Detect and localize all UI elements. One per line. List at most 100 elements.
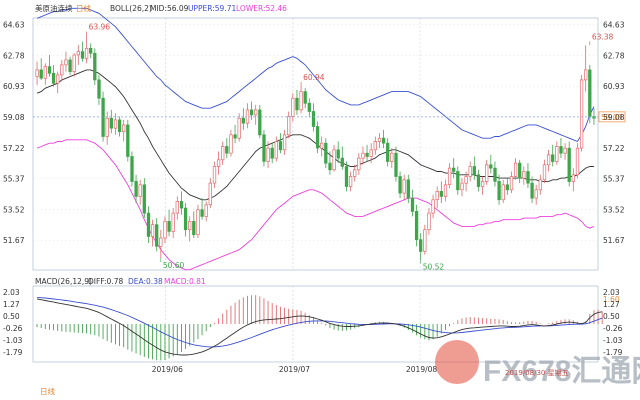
candle-body — [485, 164, 489, 182]
watermark: FX678汇通网 2019/08/30 星期五 — [435, 340, 640, 388]
candle-body — [270, 147, 274, 159]
candle-body — [266, 147, 270, 162]
candle-body — [89, 47, 93, 54]
macd-panel: 1.60 — [36, 295, 620, 361]
candle-body — [431, 199, 435, 214]
boll-mid-line — [36, 69, 594, 201]
candle-body — [311, 111, 316, 127]
candle-body — [307, 102, 311, 112]
candle-body — [188, 221, 192, 231]
candle-body — [443, 184, 448, 197]
macd-dea-label: DEA:0.38 — [128, 277, 163, 286]
candle-body — [134, 181, 138, 197]
boll-upper-label: UPPER:59.71 — [188, 4, 236, 13]
candle-body — [175, 201, 179, 214]
macd-tick-left: 1.27 — [3, 300, 20, 309]
candle-body — [427, 212, 431, 231]
macd-tick-right: -0.26 — [603, 324, 623, 333]
candle-body — [497, 181, 501, 201]
macd-tick-right: 0.50 — [603, 312, 620, 321]
candle-body — [64, 59, 68, 66]
macd-label: MACD(26,12,9) — [35, 277, 92, 286]
boll-upper-line — [36, 7, 595, 143]
candle-body — [278, 141, 283, 151]
price-tick-right: 53.52 — [603, 205, 625, 214]
candle-body — [93, 52, 97, 81]
candle-body — [423, 229, 427, 252]
period-label[interactable]: 日线 — [76, 3, 91, 13]
price-tick-left: 51.67 — [3, 236, 25, 245]
price-tick-right: 59.08 — [603, 113, 625, 122]
fx678-logo-icon — [435, 340, 479, 384]
candle-body — [47, 66, 52, 74]
candle-body — [237, 117, 241, 139]
candle-body — [254, 109, 258, 116]
macd-tick-right: 2.03 — [603, 288, 620, 297]
macd-tick-left: -1.03 — [3, 336, 23, 345]
candle-body — [249, 109, 254, 116]
candle-body — [588, 69, 592, 117]
boll-label: BOLL(26,2) — [110, 4, 152, 13]
candle-body — [39, 69, 43, 79]
chart-header: 美原油连续 日线 BOLL(26,2) MID:56.09 UPPER:59.7… — [35, 3, 287, 286]
candle-body — [105, 117, 109, 137]
macd-tick-left: 0.50 — [3, 312, 20, 321]
candle-body — [233, 134, 237, 139]
price-tick-left: 62.78 — [3, 51, 25, 60]
candle-body — [155, 224, 159, 247]
period-signal-button[interactable]: 日线 — [40, 387, 55, 396]
candle-body — [183, 207, 188, 231]
price-tick-left: 57.22 — [3, 144, 25, 153]
candle-body — [340, 157, 344, 167]
candle-body — [208, 182, 212, 206]
boll-lower-line — [36, 139, 595, 271]
candle-body — [390, 152, 394, 162]
candle-body — [353, 169, 357, 177]
candle-body — [109, 117, 113, 129]
candle-body — [398, 176, 402, 194]
candle-body — [460, 182, 464, 191]
candle-body — [501, 184, 505, 201]
price-tick-right: 60.93 — [603, 82, 625, 91]
candle-body — [150, 224, 155, 237]
candle-body — [97, 79, 101, 99]
candle-body — [138, 184, 142, 197]
candle-body — [167, 221, 171, 232]
boll-mid-label: MID:56.09 — [150, 4, 189, 13]
candle-body — [456, 171, 460, 191]
candle-body — [60, 64, 64, 76]
candle-body — [480, 181, 485, 187]
candle-body — [258, 109, 262, 136]
grid — [32, 17, 599, 363]
candle-body — [373, 141, 377, 151]
macd-diff-line — [37, 298, 603, 356]
candle-body — [348, 176, 353, 187]
candle-body — [225, 146, 229, 154]
annotation-label: 63.96 — [89, 23, 111, 32]
candle-body — [274, 141, 278, 159]
candle-body — [320, 142, 324, 149]
candle-body — [126, 124, 130, 157]
candle-body — [122, 124, 126, 132]
candle-body — [282, 134, 287, 151]
current-price-label: 59.08 — [601, 113, 623, 122]
candle-body — [332, 149, 336, 171]
candle-body — [192, 221, 196, 236]
candle-body — [84, 47, 89, 59]
macd-tick-right: -1.03 — [603, 336, 623, 345]
candle-body — [324, 142, 328, 164]
candle-body — [559, 146, 563, 154]
candle-body — [472, 166, 476, 176]
candle-body — [534, 189, 538, 199]
candle-body — [336, 149, 340, 159]
price-tick-left: 53.52 — [3, 205, 25, 214]
candle-body — [579, 79, 584, 149]
candle-body — [493, 167, 497, 182]
price-tick-left: 55.37 — [3, 175, 25, 184]
candle-body — [551, 154, 555, 162]
candle-body — [142, 184, 146, 214]
candle-body — [303, 91, 307, 104]
candle-body — [369, 149, 373, 157]
